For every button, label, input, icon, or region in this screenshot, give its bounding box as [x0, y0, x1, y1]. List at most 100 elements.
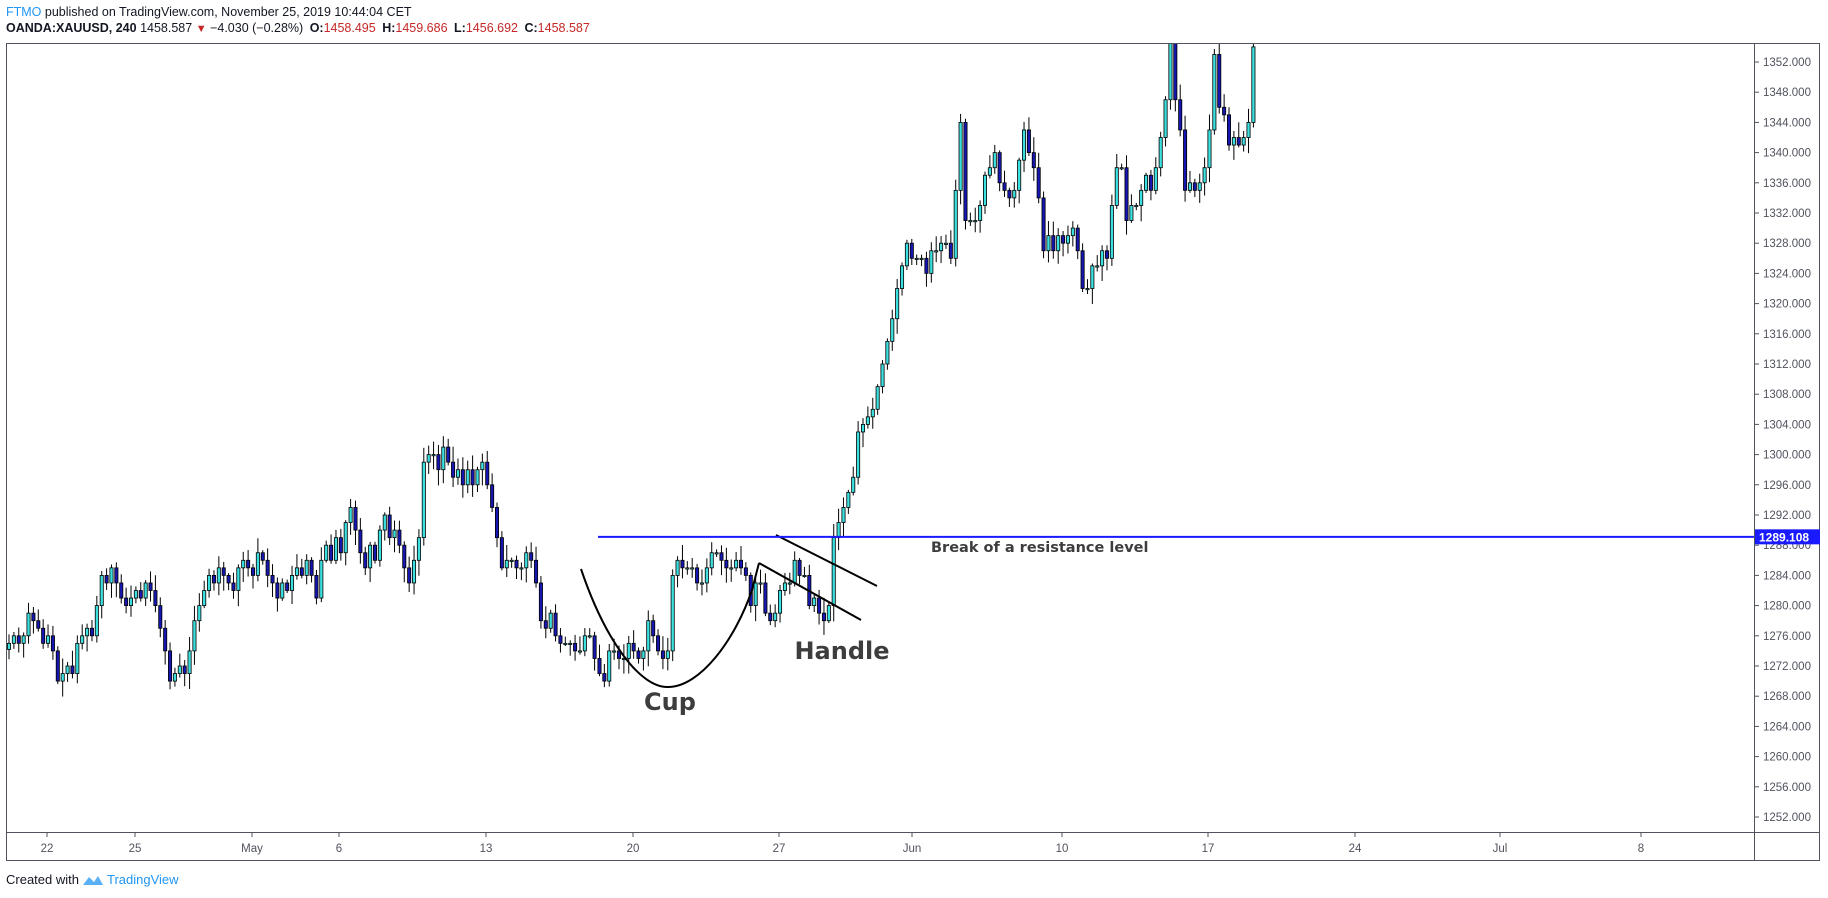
- candle-down: [1217, 54, 1222, 108]
- candle-down: [397, 529, 402, 546]
- publish-line: FTMO published on TradingView.com, Novem…: [6, 5, 412, 19]
- candle-down: [446, 446, 451, 463]
- candle-up: [480, 461, 485, 471]
- candle-down: [997, 152, 1002, 184]
- price-tick-label: 1256.000: [1763, 782, 1811, 794]
- candle-up: [426, 454, 431, 463]
- price-tick-label: 1300.000: [1763, 450, 1811, 462]
- price-tick-label: 1328.000: [1763, 238, 1811, 250]
- candle-up: [65, 665, 70, 674]
- candle-up: [582, 635, 587, 652]
- candle-down: [226, 575, 231, 584]
- candle-up: [524, 552, 529, 569]
- down-arrow-icon: ▼: [195, 23, 207, 35]
- candle-down: [124, 597, 129, 606]
- candle-up: [1065, 235, 1070, 244]
- candle-down: [1041, 197, 1046, 252]
- time-tick-label: Jul: [1493, 843, 1508, 855]
- candle-down: [1148, 174, 1153, 191]
- candle-up: [885, 340, 890, 365]
- candle-up: [690, 567, 695, 570]
- candle-down: [221, 567, 226, 576]
- candle-up: [216, 567, 221, 584]
- candle-down: [265, 559, 270, 576]
- candle-up: [577, 650, 582, 653]
- candle-up: [333, 537, 338, 561]
- candle-up: [1070, 227, 1075, 237]
- candle-down: [299, 567, 304, 576]
- tradingview-link[interactable]: TradingView: [106, 872, 179, 887]
- candle-up: [943, 242, 948, 245]
- cup-arc[interactable]: [580, 562, 760, 689]
- price-tick-label: 1336.000: [1763, 178, 1811, 190]
- candle-up: [675, 559, 680, 576]
- candle-down: [1002, 182, 1007, 191]
- candle-down: [948, 242, 953, 259]
- candle-down: [680, 559, 685, 569]
- candle-up: [236, 567, 241, 591]
- candle-down: [260, 552, 265, 561]
- candle-up: [890, 318, 895, 342]
- candle-up: [80, 635, 85, 644]
- time-tick-label: 20: [627, 843, 640, 855]
- time-tick-label: 6: [336, 843, 342, 855]
- candle-up: [1119, 167, 1124, 170]
- time-tick-label: 22: [41, 843, 54, 855]
- resistance-annotation: Break of a resistance level: [931, 540, 1148, 556]
- candle-up: [1251, 46, 1256, 123]
- candle-up: [734, 559, 739, 569]
- close-value: 1458.587: [537, 21, 590, 35]
- candle-up: [1158, 137, 1163, 169]
- candle-up: [60, 673, 65, 682]
- candle-up: [1090, 265, 1095, 289]
- candle-up: [846, 491, 851, 508]
- candle-down: [695, 567, 700, 584]
- candle-down: [1105, 250, 1110, 259]
- candle-down: [1031, 152, 1036, 169]
- candle-down: [372, 544, 377, 561]
- candle-down: [31, 612, 36, 622]
- candle-down: [1080, 250, 1085, 289]
- candle-down: [387, 514, 392, 539]
- candle-down: [592, 635, 597, 659]
- candle-down: [719, 552, 724, 561]
- candle-down: [470, 469, 475, 486]
- candle-up: [241, 559, 246, 569]
- time-axis[interactable]: 22 25 May 6 13 20 27 Jun 10 17 24 Jul 8: [41, 833, 1645, 855]
- candle-up: [128, 597, 133, 606]
- candle-up: [21, 635, 26, 644]
- candle-down: [436, 454, 441, 471]
- price-axis[interactable]: 1352.000 1348.000 1344.000 1340.000 1336.000…: [1755, 57, 1811, 824]
- candle-up: [992, 152, 997, 169]
- symbol-legend: OANDA:XAUUSD, 240 1458.587 ▼ −4.030 (−0.…: [6, 21, 590, 35]
- candle-up: [416, 537, 421, 561]
- publisher-link[interactable]: FTMO: [6, 5, 42, 19]
- price-tick-label: 1304.000: [1763, 419, 1811, 431]
- open-label: O:: [309, 21, 324, 35]
- candle-down: [963, 122, 968, 221]
- candle-up: [1153, 167, 1158, 191]
- handle-upper-line[interactable]: [775, 534, 878, 587]
- candle-down: [1192, 182, 1197, 191]
- candle-up: [826, 605, 831, 622]
- candle-up: [304, 559, 309, 576]
- candle-up: [1168, 44, 1173, 101]
- candle-up: [612, 650, 617, 653]
- candle-up: [187, 650, 192, 674]
- resistance-price-label: 1289.108: [1755, 529, 1820, 545]
- candle-down: [909, 242, 914, 259]
- price-tick-label: 1332.000: [1763, 208, 1811, 220]
- candle-up: [851, 476, 856, 493]
- time-axis-separator: [6, 832, 1820, 833]
- candle-up: [665, 650, 670, 659]
- candle-up: [504, 559, 509, 569]
- price-tick-label: 1260.000: [1763, 752, 1811, 764]
- candle-down: [573, 642, 578, 652]
- candle-down: [119, 582, 124, 599]
- handle-lower-line[interactable]: [758, 562, 862, 621]
- cup-label: Cup: [644, 688, 696, 716]
- candle-up: [1241, 137, 1246, 146]
- candle-down: [358, 529, 363, 554]
- candle-up: [802, 575, 807, 578]
